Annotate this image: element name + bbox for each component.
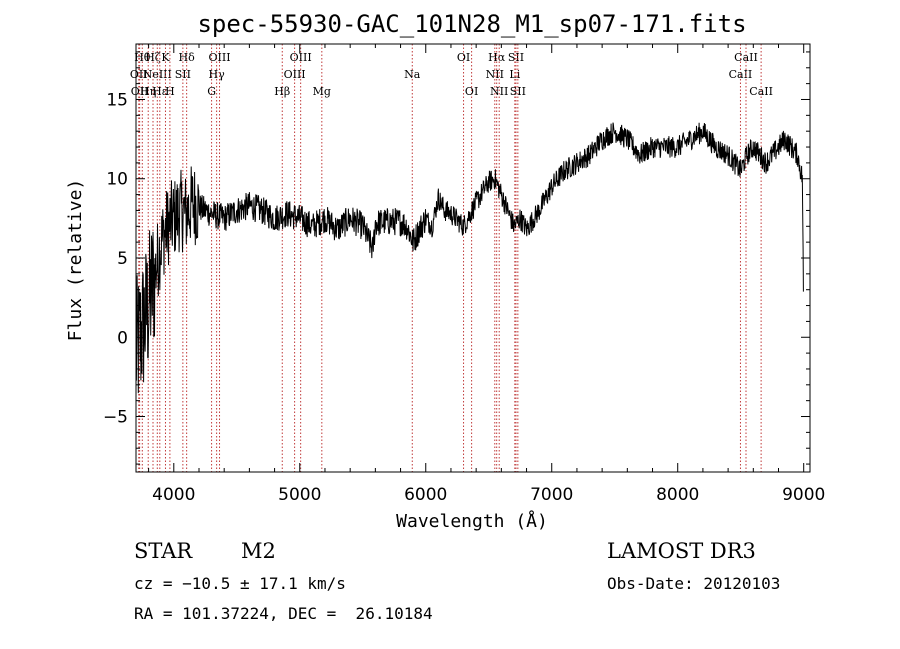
line-marker-label: CaII — [729, 68, 753, 81]
y-axis-label: Flux (relative) — [65, 179, 86, 342]
observation-date: Obs-Date: 20120103 — [607, 574, 781, 593]
object-class: STAR — [134, 539, 193, 563]
x-tick-label: 5000 — [278, 485, 321, 505]
line-marker-label: Hδ — [179, 51, 196, 64]
line-marker-label: Na — [404, 68, 421, 81]
sky-coordinates: RA = 101.37224, DEC = 26.10184 — [134, 604, 433, 623]
line-marker-label: OIII — [208, 51, 230, 64]
line-marker-label: OII — [130, 68, 148, 81]
line-marker-label: K — [161, 51, 170, 64]
object-subclass: M2 — [241, 539, 276, 563]
y-axis: −5 0 5 10 15 — [103, 51, 810, 465]
line-marker-label: OI — [457, 51, 470, 64]
x-axis-label: Wavelength (Å) — [396, 510, 548, 532]
line-marker-label: NII — [486, 68, 504, 81]
x-axis: 4000 5000 6000 7000 8000 9000 — [148, 44, 825, 505]
line-marker-label: NeIII — [143, 68, 172, 81]
line-marker-label: H — [165, 85, 175, 98]
redshift-velocity: cz = −10.5 ± 17.1 km/s — [134, 574, 346, 593]
line-marker-label: Li — [509, 68, 520, 81]
line-marker-label: Hε — [152, 85, 168, 98]
line-marker-label: OII — [131, 85, 149, 98]
line-marker-group: OIIOIIHθHηHζNeIIIHεKHSIIHδGHγOIIIHβOIIIO… — [130, 44, 773, 472]
x-tick-label: 6000 — [404, 485, 447, 505]
y-tick-label: −5 — [103, 408, 128, 428]
line-marker-label: Hθ — [134, 51, 151, 64]
x-tick-label: 7000 — [530, 485, 573, 505]
line-marker-label: CaII — [734, 51, 758, 64]
chart-title: spec-55930-GAC_101N28_M1_sp07-171.fits — [197, 10, 746, 38]
line-marker-label: SII — [510, 85, 526, 98]
survey-name: LAMOST DR3 — [607, 539, 756, 563]
y-tick-label: 15 — [106, 90, 128, 110]
plot-frame — [135, 43, 811, 473]
x-tick-label: 4000 — [152, 485, 195, 505]
line-marker-label: G — [207, 85, 216, 98]
x-tick-label: 9000 — [782, 485, 825, 505]
line-marker-label: OI — [465, 85, 478, 98]
line-marker-label: Hβ — [274, 85, 290, 98]
line-marker-label: CaII — [749, 85, 773, 98]
line-marker-label: Hζ — [145, 51, 161, 64]
y-tick-label: 5 — [117, 249, 128, 269]
y-tick-label: 10 — [106, 170, 128, 190]
line-marker-label: SII — [175, 68, 191, 81]
line-marker-label: SII — [508, 51, 524, 64]
spectrum-line — [135, 122, 804, 394]
line-marker-label: Hγ — [209, 68, 226, 81]
line-marker-label: Mg — [313, 85, 331, 98]
x-tick-label: 8000 — [656, 485, 699, 505]
y-tick-label: 0 — [117, 328, 128, 348]
line-marker-label: NII — [490, 85, 508, 98]
line-marker-label: OIII — [290, 51, 312, 64]
line-marker-label: Hη — [140, 85, 156, 98]
line-marker-label: OIII — [284, 68, 306, 81]
line-marker-label: Hα — [488, 51, 506, 64]
